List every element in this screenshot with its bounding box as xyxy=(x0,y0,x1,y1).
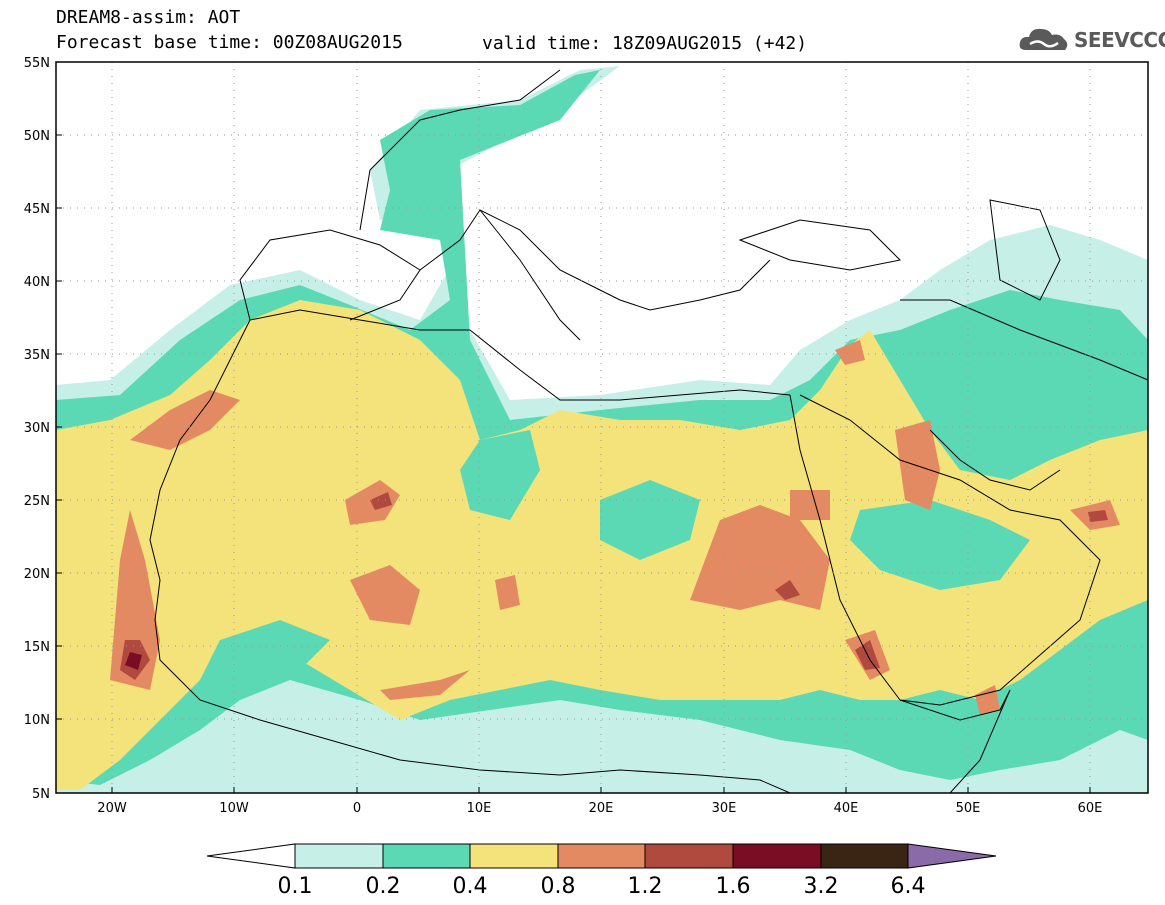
grid-lines xyxy=(56,62,1148,793)
colorbar-swatch xyxy=(732,843,822,869)
coast-persian-gulf xyxy=(929,429,1061,491)
seevccc-logo: SEEVCCC xyxy=(1018,24,1165,54)
aot-band-0.8-nigeria xyxy=(380,670,470,700)
lat-label: 25N xyxy=(24,494,50,509)
aot-band-1.2-sudan xyxy=(775,580,800,600)
lon-label: 10W xyxy=(219,801,249,816)
lon-label: 0 xyxy=(353,801,361,816)
colorbar-swatch xyxy=(469,843,559,869)
lon-labels: 20W 10W 0 10E 20E 30E 40E 50E 60E xyxy=(97,801,1102,816)
aot-band-0.8-iraq xyxy=(835,340,865,365)
lat-label: 5N xyxy=(32,787,50,802)
colorbar-swatch xyxy=(557,843,646,869)
coast-italy xyxy=(479,209,581,341)
cloud-icon xyxy=(1019,28,1068,50)
aot-band-0.8-egypt xyxy=(790,490,830,520)
colorbar-label: 1.2 xyxy=(628,874,663,899)
lat-labels: 55N 50N 45N 40N 35N 30N 25N 20N 15N 10N … xyxy=(24,56,50,802)
colorbar: 0.1 0.2 0.4 0.8 1.2 1.6 3.2 6.4 xyxy=(206,843,997,899)
aot-band-0.8-chad xyxy=(495,575,520,610)
colorbar-label: 0.1 xyxy=(278,874,313,899)
aot-band-1.6-coast xyxy=(125,652,142,670)
coast-horn-africa xyxy=(899,689,1011,793)
coast-caspian xyxy=(989,199,1061,301)
coast-black-sea xyxy=(738,219,902,271)
forecast-base-time: Forecast base time: 00Z08AUG2015 xyxy=(56,32,403,53)
coast-mediterranean-south xyxy=(249,309,791,401)
lat-label: 55N xyxy=(24,56,50,71)
aot-band-0.8-mali xyxy=(350,565,420,625)
lon-label: 30E xyxy=(712,801,737,816)
aot-band-0.8-coast xyxy=(110,510,160,690)
lat-label: 30N xyxy=(24,421,50,436)
colorbar-swatch xyxy=(294,843,384,869)
coast-iberia xyxy=(239,229,421,321)
lat-label: 10N xyxy=(24,713,50,728)
coast-red-sea xyxy=(789,394,901,701)
lat-label: 50N xyxy=(24,129,50,144)
aot-band-0.8-nw xyxy=(130,390,240,450)
coast-arabia xyxy=(799,394,1101,706)
colorbar-swatch xyxy=(382,843,471,869)
aot-band-1.2-algeria xyxy=(370,492,392,510)
lat-label: 20N xyxy=(24,567,50,582)
lon-label: 60E xyxy=(1078,801,1103,816)
colorbar-left-arrow xyxy=(206,843,296,869)
aot-band-0.8-sudan xyxy=(690,505,830,610)
colorbar-label: 6.4 xyxy=(891,874,926,899)
lat-label: 15N xyxy=(24,640,50,655)
lon-label: 20W xyxy=(97,801,127,816)
aot-teal-patch-arabia xyxy=(850,500,1030,590)
aot-band-1.2-oman xyxy=(1088,510,1108,522)
coast-west-africa xyxy=(149,319,791,793)
valid-time: valid time: 18Z09AUG2015 (+42) xyxy=(482,33,808,54)
aot-band-0.8-arabia xyxy=(895,420,940,510)
colorbar-swatch xyxy=(820,843,909,869)
axis-ticks xyxy=(56,134,1091,793)
aot-band-0.8-somalia xyxy=(975,685,1000,715)
aot-teal-patch-sahara xyxy=(460,430,540,520)
aot-teal-patch-sahel xyxy=(220,620,330,670)
map-title: DREAM8-assim: AOT xyxy=(56,7,241,28)
colorbar-label: 0.8 xyxy=(541,874,576,899)
coastlines xyxy=(149,69,1148,793)
lat-label: 35N xyxy=(24,348,50,363)
colorbar-swatch xyxy=(644,843,734,869)
lon-label: 40E xyxy=(834,801,859,816)
lat-label: 40N xyxy=(24,275,50,290)
lon-label: 20E xyxy=(589,801,614,816)
colorbar-label: 3.2 xyxy=(804,874,839,899)
lon-label: 50E xyxy=(956,801,981,816)
lat-label: 45N xyxy=(24,202,50,217)
lon-label: 10E xyxy=(467,801,492,816)
aot-teal-patch-sudan xyxy=(600,480,700,560)
colorbar-label: 1.6 xyxy=(716,874,751,899)
coast-iran xyxy=(900,299,1148,381)
colorbar-label: 0.4 xyxy=(453,874,488,899)
colorbar-label: 0.2 xyxy=(366,874,401,899)
coast-europe xyxy=(359,69,771,311)
colorbar-right-arrow xyxy=(907,843,997,869)
logo-text: SEEVCCC xyxy=(1074,28,1165,52)
